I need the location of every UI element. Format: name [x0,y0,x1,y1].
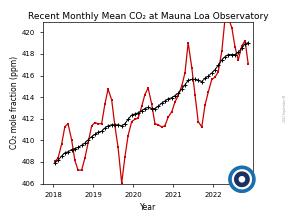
Y-axis label: CO₂ mole fraction (ppm): CO₂ mole fraction (ppm) [10,56,19,149]
Polygon shape [232,170,251,189]
Polygon shape [239,177,245,182]
Text: 2022 September 05: 2022 September 05 [283,94,287,122]
Polygon shape [229,166,255,192]
Polygon shape [235,172,249,186]
X-axis label: Year: Year [140,203,156,213]
Title: Recent Monthly Mean CO₂ at Mauna Loa Observatory: Recent Monthly Mean CO₂ at Mauna Loa Obs… [28,12,269,21]
